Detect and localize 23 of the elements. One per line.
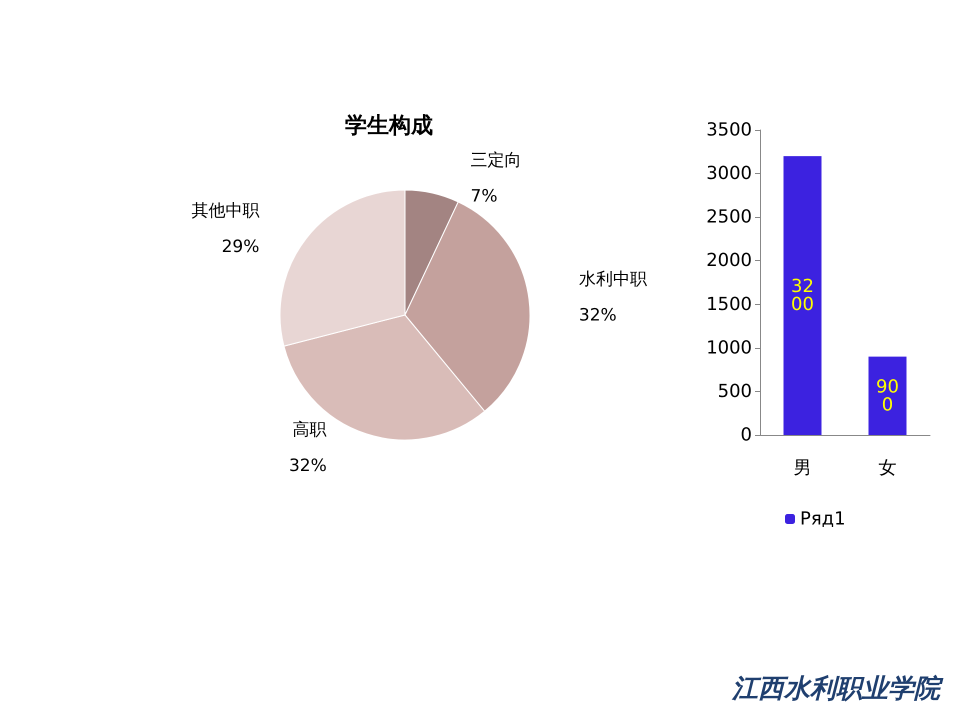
y-tick-label: 0 (740, 424, 752, 446)
y-tick-label: 2500 (706, 206, 752, 228)
data-label: 90 0 (876, 376, 899, 416)
slice-label: 水利中职 (578, 269, 647, 290)
x-tick-label: 男 (794, 458, 812, 478)
data-label: 7% (470, 186, 498, 206)
chart-title: 学生构成 (345, 114, 433, 138)
slice-label: 三定向 (470, 150, 522, 170)
data-label: 32 00 (791, 276, 814, 316)
data-label: 32% (578, 305, 617, 326)
data-label: 32% (288, 456, 327, 476)
y-tick-label: 500 (718, 380, 752, 402)
text: 江西水利职业学院 (731, 674, 944, 704)
y-tick-label: 1500 (706, 294, 752, 315)
data-label: 29% (222, 237, 260, 258)
legend-label: Ряд1 (800, 508, 846, 530)
y-tick-label: 3000 (706, 163, 752, 184)
slice-label: 高职 (292, 420, 327, 440)
y-tick-label: 3500 (706, 120, 752, 140)
slice-label: 其他中职 (191, 201, 260, 222)
y-tick-label: 1000 (706, 337, 752, 358)
y-tick-label: 2000 (706, 250, 752, 272)
x-tick-label: 女 (878, 458, 896, 478)
